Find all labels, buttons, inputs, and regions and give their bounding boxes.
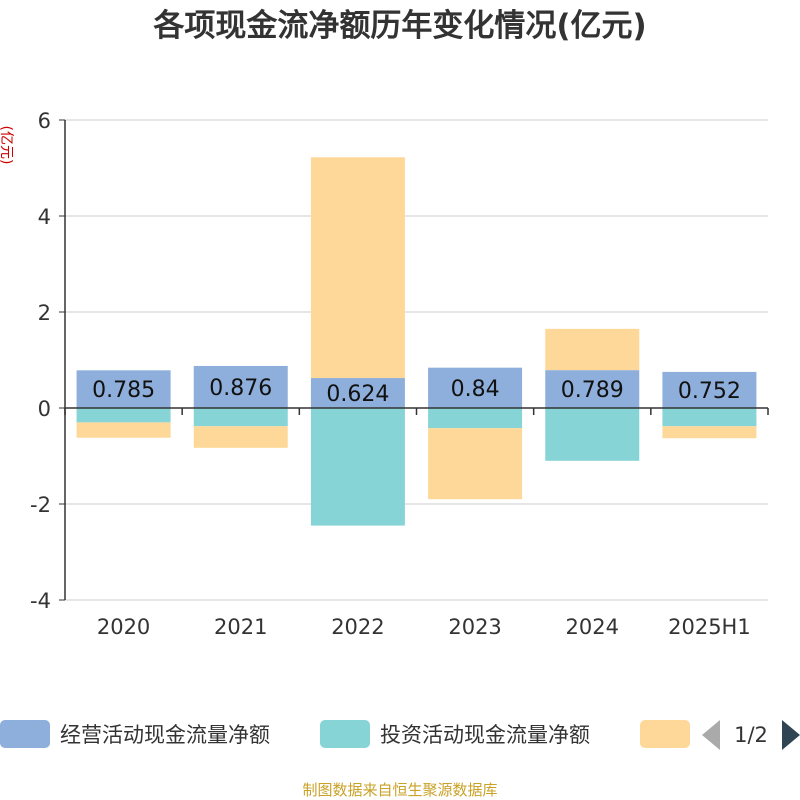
bar-series2-2020[interactable] xyxy=(76,408,171,423)
source-note: 制图数据来自恒生聚源数据库 xyxy=(302,781,497,799)
bar-series2-2025H1[interactable] xyxy=(662,408,757,427)
bar-series3-2025H1[interactable] xyxy=(662,426,757,439)
bar-series3-2020[interactable] xyxy=(76,422,171,438)
legend-swatch-2[interactable] xyxy=(320,720,370,748)
y-tick-label: -2 xyxy=(30,493,51,517)
x-tick-label: 2020 xyxy=(97,615,150,639)
bar-series2-2022[interactable] xyxy=(310,408,405,526)
y-tick-label: -4 xyxy=(30,589,51,613)
data-label-2020: 0.785 xyxy=(92,378,155,403)
x-tick-label: 2024 xyxy=(566,615,619,639)
data-label-layer: 0.785 0.876 0.624 0.84 0.789 0.752 xyxy=(92,376,741,407)
x-tick-label: 2021 xyxy=(214,615,267,639)
grid-layer xyxy=(65,119,768,601)
x-tick-label: 2023 xyxy=(448,615,501,639)
legend-swatch-1[interactable] xyxy=(0,720,50,748)
bar-series2-2023[interactable] xyxy=(428,408,523,429)
legend-prev-arrow-icon[interactable] xyxy=(702,720,720,750)
bar-series1-2023[interactable] xyxy=(428,367,523,408)
data-label-2025H1: 0.752 xyxy=(678,379,741,404)
bar-layer xyxy=(76,157,757,526)
legend-label-2[interactable]: 投资活动现金流量净额 xyxy=(380,723,590,747)
chart-title: 各项现金流净额历年变化情况(亿元) xyxy=(152,8,646,44)
data-label-2023: 0.84 xyxy=(451,377,500,402)
y-tick-label: 6 xyxy=(38,109,51,133)
y-axis-unit-label: (亿元) xyxy=(0,126,14,165)
bar-series1-2024[interactable] xyxy=(545,370,640,408)
legend-next-arrow-icon[interactable] xyxy=(782,720,800,750)
x-tick-label: 2022 xyxy=(331,615,384,639)
bar-series3-2022[interactable] xyxy=(310,157,405,379)
legend: 经营活动现金流量净额 投资活动现金流量净额 1/2 xyxy=(0,720,800,750)
bar-series1-2022[interactable] xyxy=(310,378,405,408)
y-tick-label: 2 xyxy=(38,301,51,325)
bar-series1-2020[interactable] xyxy=(76,370,171,408)
axis-layer: 6 4 2 0 -2 -4 2020 2021 2022 2023 2024 2025H1 xyxy=(30,109,769,639)
y-tick-label: 0 xyxy=(38,397,51,421)
y-tick-label: 4 xyxy=(38,205,51,229)
bar-series1-2025H1[interactable] xyxy=(662,371,757,408)
legend-page-indicator: 1/2 xyxy=(734,723,768,747)
bar-series3-2024[interactable] xyxy=(545,328,640,371)
data-label-2024: 0.789 xyxy=(561,378,624,403)
bar-series3-2023[interactable] xyxy=(428,428,523,500)
data-label-2021: 0.876 xyxy=(209,376,272,401)
data-label-2022: 0.624 xyxy=(326,382,389,407)
bar-series3-2021[interactable] xyxy=(193,426,288,448)
bar-series1-2021[interactable] xyxy=(193,365,288,408)
legend-swatch-3[interactable] xyxy=(640,720,690,748)
bar-series2-2024[interactable] xyxy=(545,408,640,461)
bar-series2-2021[interactable] xyxy=(193,408,288,427)
legend-label-1[interactable]: 经营活动现金流量净额 xyxy=(60,723,270,747)
x-tick-label: 2025H1 xyxy=(668,615,751,639)
